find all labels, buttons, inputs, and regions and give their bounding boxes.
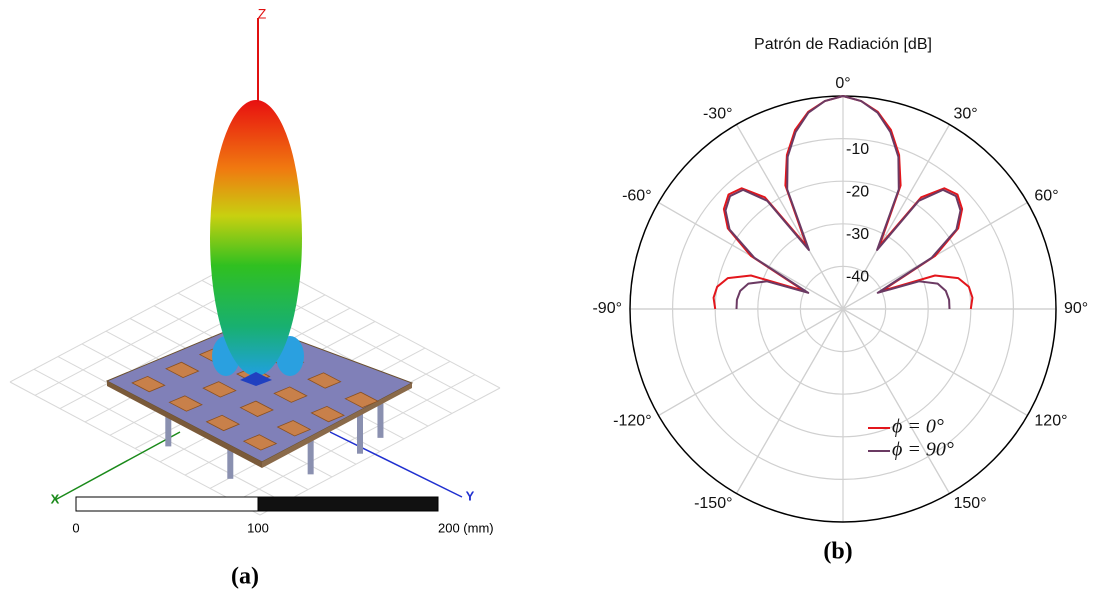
r-tick-label: -20	[846, 183, 869, 200]
scale-bar	[258, 497, 438, 511]
theta-tick-label: 60°	[1034, 188, 1058, 205]
panel-a: Z X Y 0 100 200 (mm) (a)	[10, 6, 500, 590]
x-axis	[55, 432, 180, 500]
scale-bar	[76, 497, 258, 511]
figure: Z X Y 0 100 200 (mm) (a) Patrón de Radia…	[0, 0, 1094, 593]
theta-tick-label: 120°	[1034, 413, 1067, 430]
r-tick-label: -40	[846, 269, 869, 286]
theta-tick-label: -60°	[622, 188, 652, 205]
axis-label: Z	[258, 6, 267, 22]
r-tick-label: -30	[846, 226, 869, 243]
r-tick-label: -10	[846, 141, 869, 158]
axis-label: X	[51, 491, 60, 506]
scale-label: 100	[247, 520, 269, 535]
theta-tick-label: 0°	[835, 75, 850, 92]
theta-tick-label: 150°	[954, 495, 987, 512]
axis-label: Y	[466, 488, 475, 503]
theta-tick-label: -120°	[613, 413, 651, 430]
theta-tick-label: -150°	[694, 495, 732, 512]
leg	[357, 414, 363, 454]
panel-b: Patrón de Radiación [dB] (b) -40 -30 -20 -1…	[592, 36, 1088, 564]
caption: (a)	[231, 564, 259, 590]
chart-title: Patrón de Radiación [dB]	[754, 36, 932, 53]
scale-label: 0	[72, 520, 79, 535]
scale-label: 200 (mm)	[438, 520, 494, 535]
main-lobe	[210, 100, 302, 376]
theta-tick-label: 90°	[1064, 300, 1088, 317]
legend-label: ϕ = 0°	[892, 416, 944, 438]
caption: (b)	[823, 539, 852, 565]
theta-tick-label: 30°	[954, 105, 978, 122]
theta-tick-label: -90°	[592, 300, 622, 317]
theta-tick-label: -30°	[703, 105, 733, 122]
legend-label: ϕ = 90°	[892, 439, 954, 461]
y-axis	[330, 432, 462, 497]
